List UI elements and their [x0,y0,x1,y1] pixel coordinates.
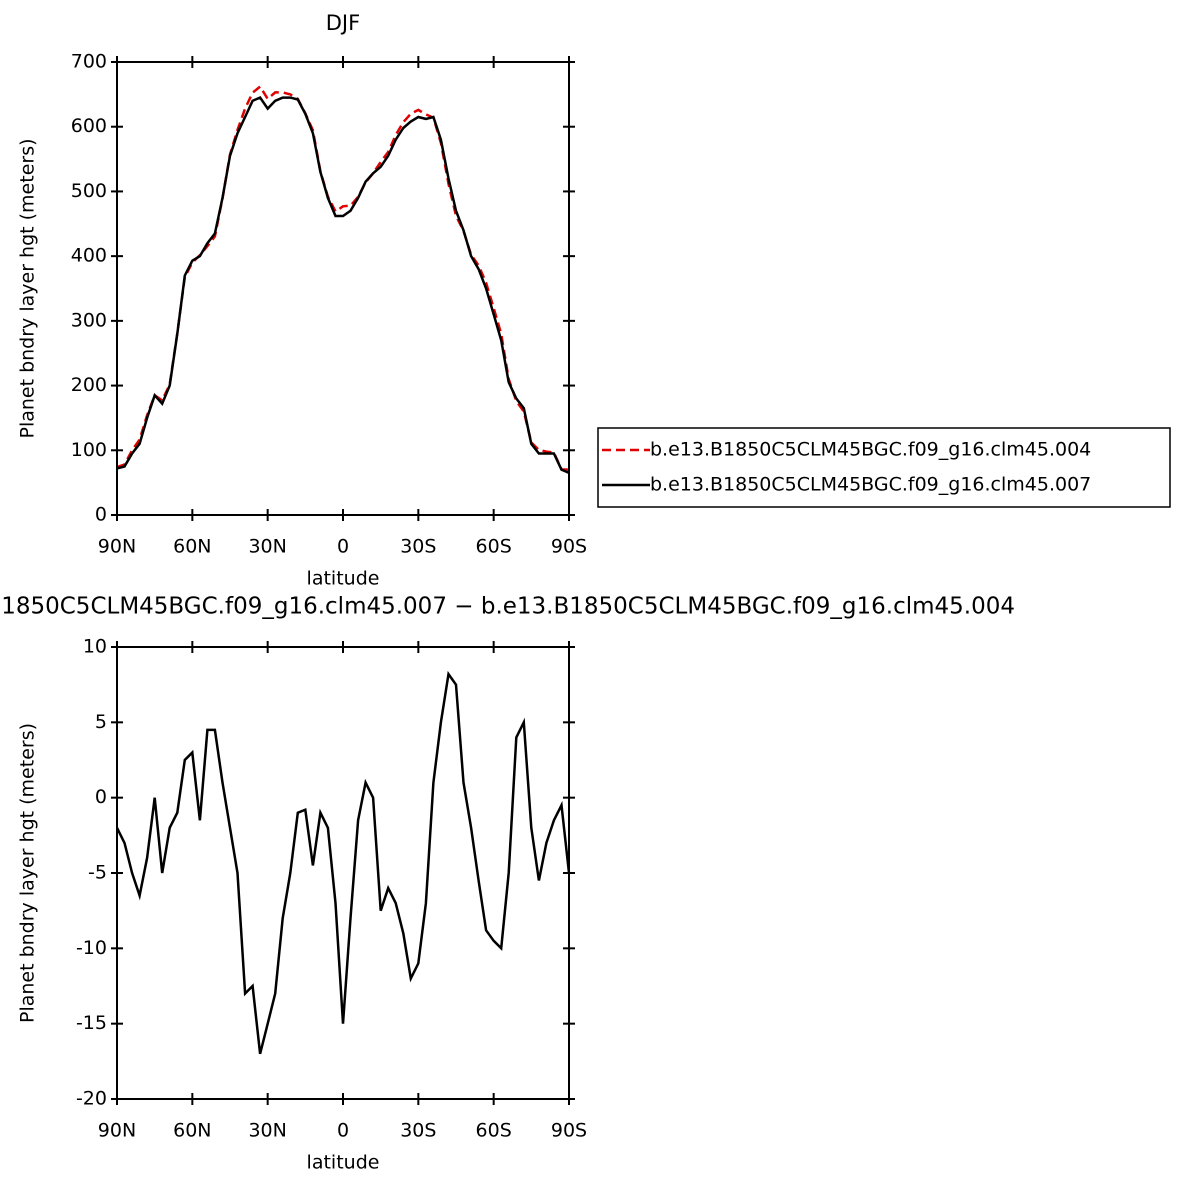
legend-label: b.e13.B1850C5CLM45BGC.f09_g16.clm45.004 [650,439,1091,461]
y-tick-label: 200 [71,374,107,396]
x-tick-label: 60N [173,1120,211,1142]
legend-label: b.e13.B1850C5CLM45BGC.f09_g16.clm45.007 [650,474,1091,496]
y-tick-label: -5 [88,862,107,884]
x-tick-label: 0 [337,1120,349,1142]
x-tick-label: 30N [248,536,286,558]
chart-title: DJF [326,11,360,35]
y-tick-label: 5 [95,711,107,733]
y-tick-label: 0 [95,786,107,808]
x-axis-label: latitude [307,1152,380,1174]
x-tick-label: 90S [551,536,587,558]
plot-frame [116,61,570,516]
x-tick-label: 30N [248,1120,286,1142]
x-tick-label: 90N [98,536,136,558]
y-tick-label: -20 [76,1088,107,1110]
x-tick-label: 90S [551,1120,587,1142]
y-tick-label: 400 [71,245,107,267]
x-tick-label: 60N [173,536,211,558]
legend-box [597,427,1171,508]
y-tick-label: 700 [71,51,107,73]
y-tick-label: 10 [83,636,107,658]
y-tick-label: 100 [71,439,107,461]
y-tick-label: -15 [76,1012,107,1034]
y-tick-label: 300 [71,309,107,331]
x-tick-label: 30S [400,1120,436,1142]
y-axis-label: Planet bndry layer hgt (meters) [17,138,39,438]
x-tick-label: 30S [400,536,436,558]
data-line [116,84,570,471]
x-tick-label: 60S [476,536,512,558]
chart-title: b.e13.B1850C5CLM45BGC.f09_g16.clm45.007 … [0,594,1015,620]
x-tick-label: 90N [98,1120,136,1142]
x-tick-label: 60S [476,1120,512,1142]
y-tick-label: 500 [71,180,107,202]
data-line [116,96,570,475]
plot-frame [116,646,570,1100]
data-line [115,670,571,1055]
x-tick-label: 0 [337,536,349,558]
x-axis-label: latitude [307,568,380,590]
y-tick-label: 600 [71,115,107,137]
y-tick-label: 0 [95,504,107,526]
y-axis-label: Planet bndry layer hgt (meters) [17,723,39,1023]
y-tick-label: -10 [76,937,107,959]
